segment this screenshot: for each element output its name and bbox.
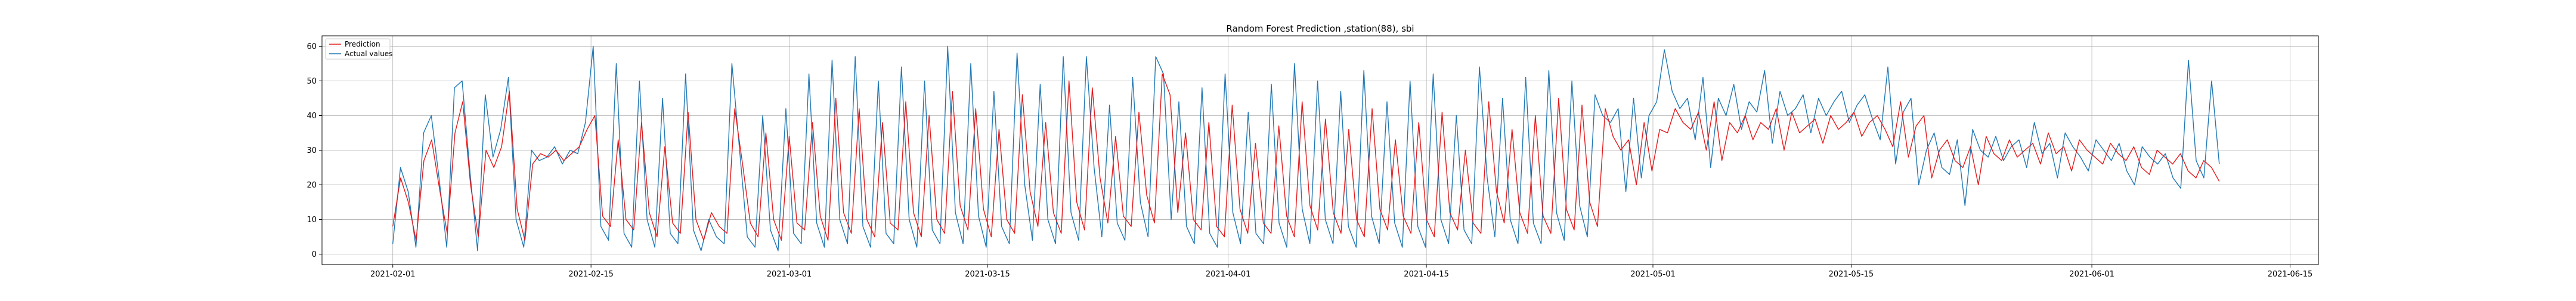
x-tick-label: 2021-05-15 [1829, 270, 1874, 279]
y-tick-label: 0 [312, 250, 317, 259]
y-tick-label: 50 [306, 77, 317, 86]
y-tick-label: 40 [306, 112, 317, 121]
series-line-prediction [392, 73, 2220, 241]
x-tick-label: 2021-05-01 [1630, 270, 1676, 279]
legend-label-prediction: Prediction [345, 40, 380, 48]
x-tick-label: 2021-04-15 [1404, 270, 1449, 279]
x-tick-label: 2021-04-01 [1206, 270, 1251, 279]
legend-box [325, 38, 391, 60]
axis-ticks: 2021-02-01 2021-02-15 2021-03-01 2021-03-15… [306, 42, 2312, 279]
y-tick-label: 30 [306, 146, 317, 155]
x-tick-label: 2021-03-15 [965, 270, 1010, 279]
x-tick-label: 2021-02-01 [370, 270, 416, 279]
grid-lines [322, 36, 2318, 265]
y-tick-label: 60 [306, 42, 317, 51]
x-tick-label: 2021-06-01 [2069, 270, 2114, 279]
y-tick-label: 20 [306, 181, 317, 190]
y-tick-label: 10 [306, 216, 317, 225]
series-line-actual-values [392, 45, 2220, 251]
x-tick-label: 2021-03-01 [767, 270, 812, 279]
x-tick-label: 2021-02-15 [568, 270, 614, 279]
plot-series [392, 45, 2220, 251]
x-tick-label: 2021-06-15 [2268, 270, 2313, 279]
legend: Prediction Actual values [325, 38, 392, 60]
legend-label-actual-values: Actual values [345, 50, 392, 58]
chart-title: Random Forest Prediction ,station(88), s… [1226, 23, 1414, 34]
